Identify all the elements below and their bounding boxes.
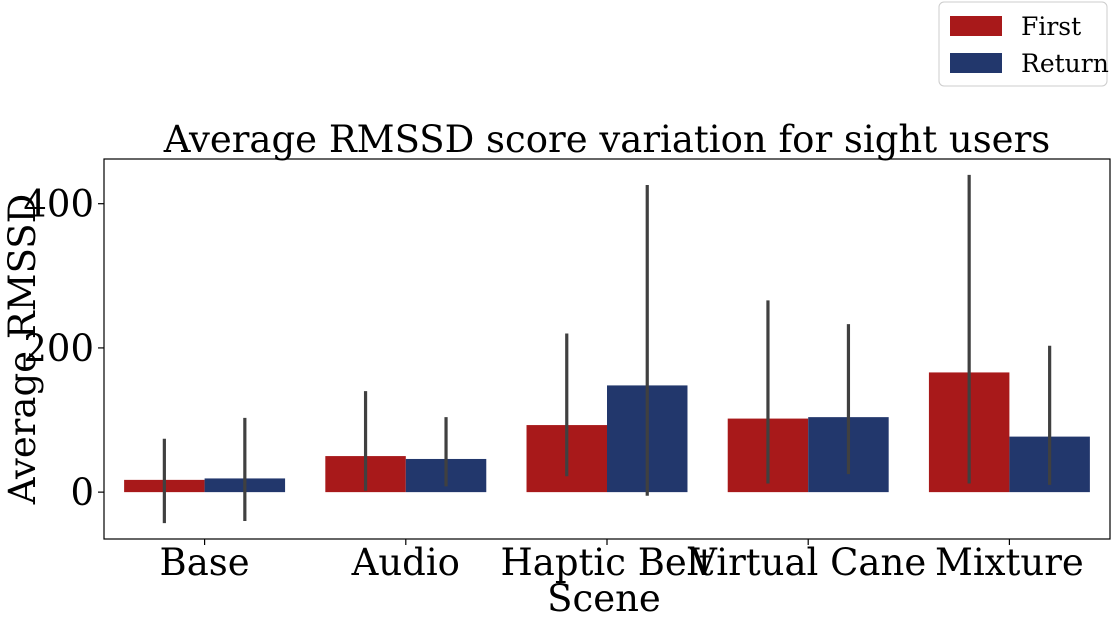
legend-swatch-first xyxy=(950,16,1002,36)
y-tick-label: 400 xyxy=(23,183,94,226)
x-tick-label: Audio xyxy=(351,541,460,584)
x-tick-label: Mixture xyxy=(935,541,1084,584)
bars-layer xyxy=(124,372,1090,493)
x-axis-title: Scene xyxy=(547,577,661,620)
x-tick-label: Base xyxy=(160,541,250,584)
y-axis-title: Average RMSSD xyxy=(1,194,44,506)
y-tick-label: 200 xyxy=(23,327,94,370)
y-tick-label: 0 xyxy=(70,471,94,514)
legend-label-return: Return xyxy=(1021,49,1109,78)
x-tick-label: Haptic Belt xyxy=(501,541,714,584)
chart-title: Average RMSSD score variation for sight … xyxy=(163,118,1051,161)
x-tick-label: Virtual Cane xyxy=(689,541,926,584)
legend-label-first: First xyxy=(1021,12,1081,41)
legend: First Return xyxy=(938,1,1109,87)
error-bars-layer xyxy=(162,174,1052,524)
y-axis: 0 200 400 xyxy=(23,183,104,514)
legend-swatch-return xyxy=(950,53,1002,73)
